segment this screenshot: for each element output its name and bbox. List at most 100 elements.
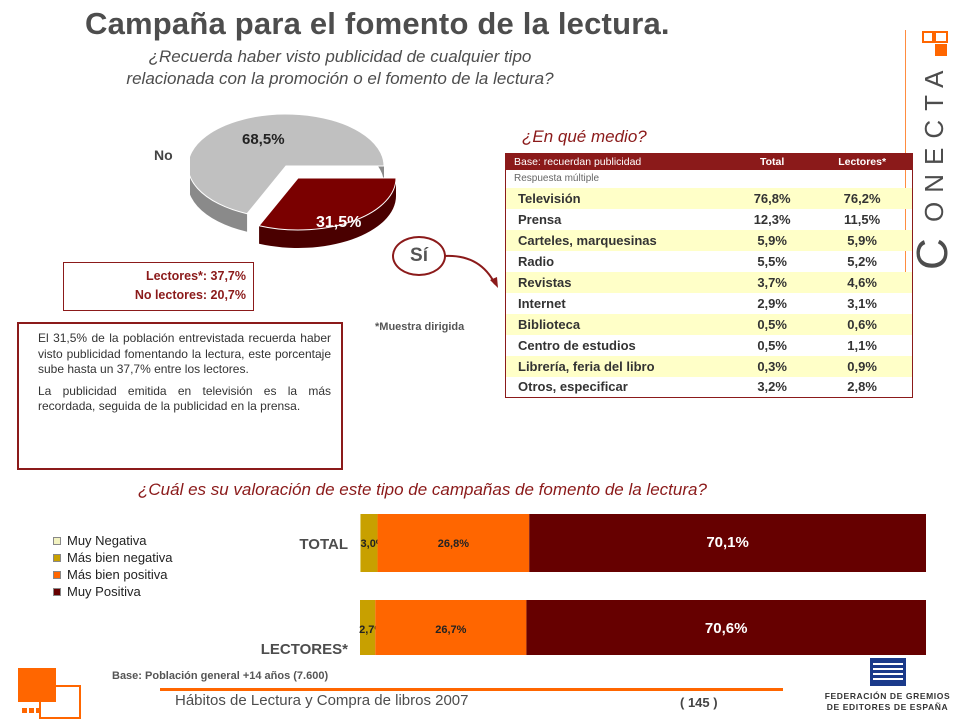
footer-divider xyxy=(160,688,783,691)
base-note: Base: Población general +14 años (7.600) xyxy=(112,670,329,682)
arrow-to-table xyxy=(443,254,498,288)
pie-question-line-2: relacionada con la promoción o el foment… xyxy=(126,69,554,88)
pie-question-line-1: ¿Recuerda haber visto publicidad de cual… xyxy=(148,47,532,66)
table-cell-total: 0,3% xyxy=(732,355,813,377)
table-header-total: Total xyxy=(732,153,813,170)
table-cell-medium: Revistas xyxy=(505,271,733,293)
table-cell-lectores: 76,2% xyxy=(812,187,913,209)
no-lectores-value: No lectores: 20,7% xyxy=(134,288,246,302)
legend-label: Muy Positiva xyxy=(67,584,141,599)
pie-label-no: No xyxy=(154,147,173,163)
table-cell-lectores: 11,5% xyxy=(844,211,881,227)
table-cell-total: 2,9% xyxy=(757,295,787,311)
table-header-lectores: Lectores* xyxy=(812,153,913,170)
legend-swatch xyxy=(53,553,61,562)
bar-segment xyxy=(360,600,376,655)
bar-data-label: 70,1% xyxy=(706,534,749,551)
table-row: Revistas 3,7% 4,6% xyxy=(505,271,913,293)
pie-slice-no xyxy=(190,113,385,232)
valuation-question: ¿Cuál es su valoración de este tipo de c… xyxy=(138,480,707,499)
table-cell-medium: Internet xyxy=(518,295,566,311)
legend-label: Muy Negativa xyxy=(67,533,147,548)
table-cell-total: 76,8% xyxy=(732,187,813,209)
pie-chart: 68,5% 31,5% xyxy=(190,113,397,248)
legend-label: Más bien negativa xyxy=(67,550,173,565)
brand-letters: ONECTA xyxy=(919,62,949,222)
legend-swatch xyxy=(53,570,61,579)
lectores-value: Lectores*: 37,7% xyxy=(145,269,246,283)
legend-item: Muy Negativa xyxy=(53,532,173,549)
bar-data-label: 26,8% xyxy=(438,538,469,550)
pie-question: ¿Recuerda haber visto publicidad de cual… xyxy=(60,46,620,90)
table-cell-lectores: 0,6% xyxy=(812,313,913,335)
table-cell-total: 0,5% xyxy=(757,337,787,353)
table-row: Televisión 76,8% 76,2% xyxy=(505,187,913,209)
sample-note: *Muestra dirigida xyxy=(375,321,465,333)
table-cell-lectores: 0,9% xyxy=(812,355,913,377)
table-row: Otros, especificar 3,2% 2,8% xyxy=(506,377,913,398)
medium-table: Base: recuerdan publicidad Total Lectore… xyxy=(505,153,913,398)
bar-category-label: LECTORES* xyxy=(261,641,348,655)
legend-item: Más bien negativa xyxy=(53,549,173,566)
bar-data-label: 26,7% xyxy=(435,624,466,636)
table-cell-total: 5,9% xyxy=(732,229,813,251)
table-cell-lectores: 2,8% xyxy=(847,379,877,395)
table-row: Librería, feria del libro 0,3% 0,9% xyxy=(505,355,913,377)
table-cell-medium: Centro de estudios xyxy=(518,337,636,353)
table-cell-lectores: 4,6% xyxy=(812,271,913,293)
table-cell-lectores: 3,1% xyxy=(847,295,877,311)
footer-text: Hábitos de Lectura y Compra de libros 20… xyxy=(175,692,469,709)
bar-segment xyxy=(360,514,378,572)
bar-segment xyxy=(360,514,361,572)
table-cell-medium: Radio xyxy=(518,253,555,269)
valuation-bar-chart: TOTAL 3,0% 26,8% 70,1%LECTORES*2,7% 26,7% 70,… xyxy=(261,514,926,655)
table-cell-medium: Otros, especificar xyxy=(518,379,628,395)
lectores-summary-box: Lectores*: 37,7% No lectores: 20,7% xyxy=(63,262,254,311)
pie-value-no: 68,5% xyxy=(242,131,285,148)
federacion-text-line-1: FEDERACIÓN DE GREMIOS xyxy=(824,691,951,701)
bar-segment xyxy=(526,600,926,655)
federacion-logo: FEDERACIÓN DE GREMIOS DE EDITORES DE ESP… xyxy=(820,658,955,720)
table-cell-total: 3,7% xyxy=(732,271,813,293)
table-cell-medium: Biblioteca xyxy=(505,313,733,335)
bar-segment xyxy=(377,514,530,572)
conecta-logo: ONECTA C xyxy=(905,30,957,280)
table-note: Respuesta múltiple xyxy=(514,173,600,184)
legend-item: Más bien positiva xyxy=(53,566,173,583)
table-cell-medium: Librería, feria del libro xyxy=(505,355,733,377)
federacion-text-line-2: DE EDITORES DE ESPAÑA xyxy=(826,702,949,712)
summary-text-box: El 31,5% de la población entrevistada re… xyxy=(17,322,343,470)
medium-question: ¿En qué medio? xyxy=(522,127,647,146)
table-row: Biblioteca 0,5% 0,6% xyxy=(505,313,913,335)
legend-label: Más bien positiva xyxy=(67,567,168,582)
pie-value-si: 31,5% xyxy=(316,214,361,231)
bar-category-label: TOTAL xyxy=(299,536,348,553)
table-row: Centro de estudios 0,5% 1,1% xyxy=(506,335,913,356)
summary-paragraph-1: El 31,5% de la población entrevistada re… xyxy=(38,331,331,376)
table-cell-total: 5,5% xyxy=(757,253,787,269)
table-cell-medium: Televisión xyxy=(505,187,733,209)
page-number: ( 145 ) xyxy=(680,695,718,710)
chart-legend: Muy Negativa Más bien negativa Más bien po… xyxy=(53,532,173,600)
table-cell-lectores: 5,2% xyxy=(847,253,877,269)
bar-data-label: 70,6% xyxy=(705,620,748,637)
federacion-emblem-icon xyxy=(869,658,906,686)
table-header-base: Base: recuerdan publicidad xyxy=(505,153,733,170)
table-row: Radio 5,5% 5,2% xyxy=(506,251,913,272)
page-title: Campaña para el fomento de la lectura. xyxy=(85,6,670,41)
table-cell-lectores: 1,1% xyxy=(847,337,877,353)
brand-initial: C xyxy=(908,238,957,270)
table-row: Internet 2,9% 3,1% xyxy=(506,293,913,314)
table-cell-medium: Prensa xyxy=(518,211,562,227)
legend-swatch xyxy=(53,536,61,545)
table-cell-lectores: 5,9% xyxy=(812,229,913,251)
table-cell-total: 12,3% xyxy=(753,211,791,227)
bar-segment xyxy=(375,600,527,655)
pie-slice-si xyxy=(258,177,397,248)
pie-label-si: Sí xyxy=(392,236,446,276)
legend-item: Muy Positiva xyxy=(53,583,173,600)
summary-paragraph-2: La publicidad emitida en televisión es l… xyxy=(38,383,331,414)
legend-swatch xyxy=(53,587,61,596)
table-cell-medium: Carteles, marquesinas xyxy=(505,229,733,251)
table-row: Carteles, marquesinas 5,9% 5,9% xyxy=(505,229,913,251)
